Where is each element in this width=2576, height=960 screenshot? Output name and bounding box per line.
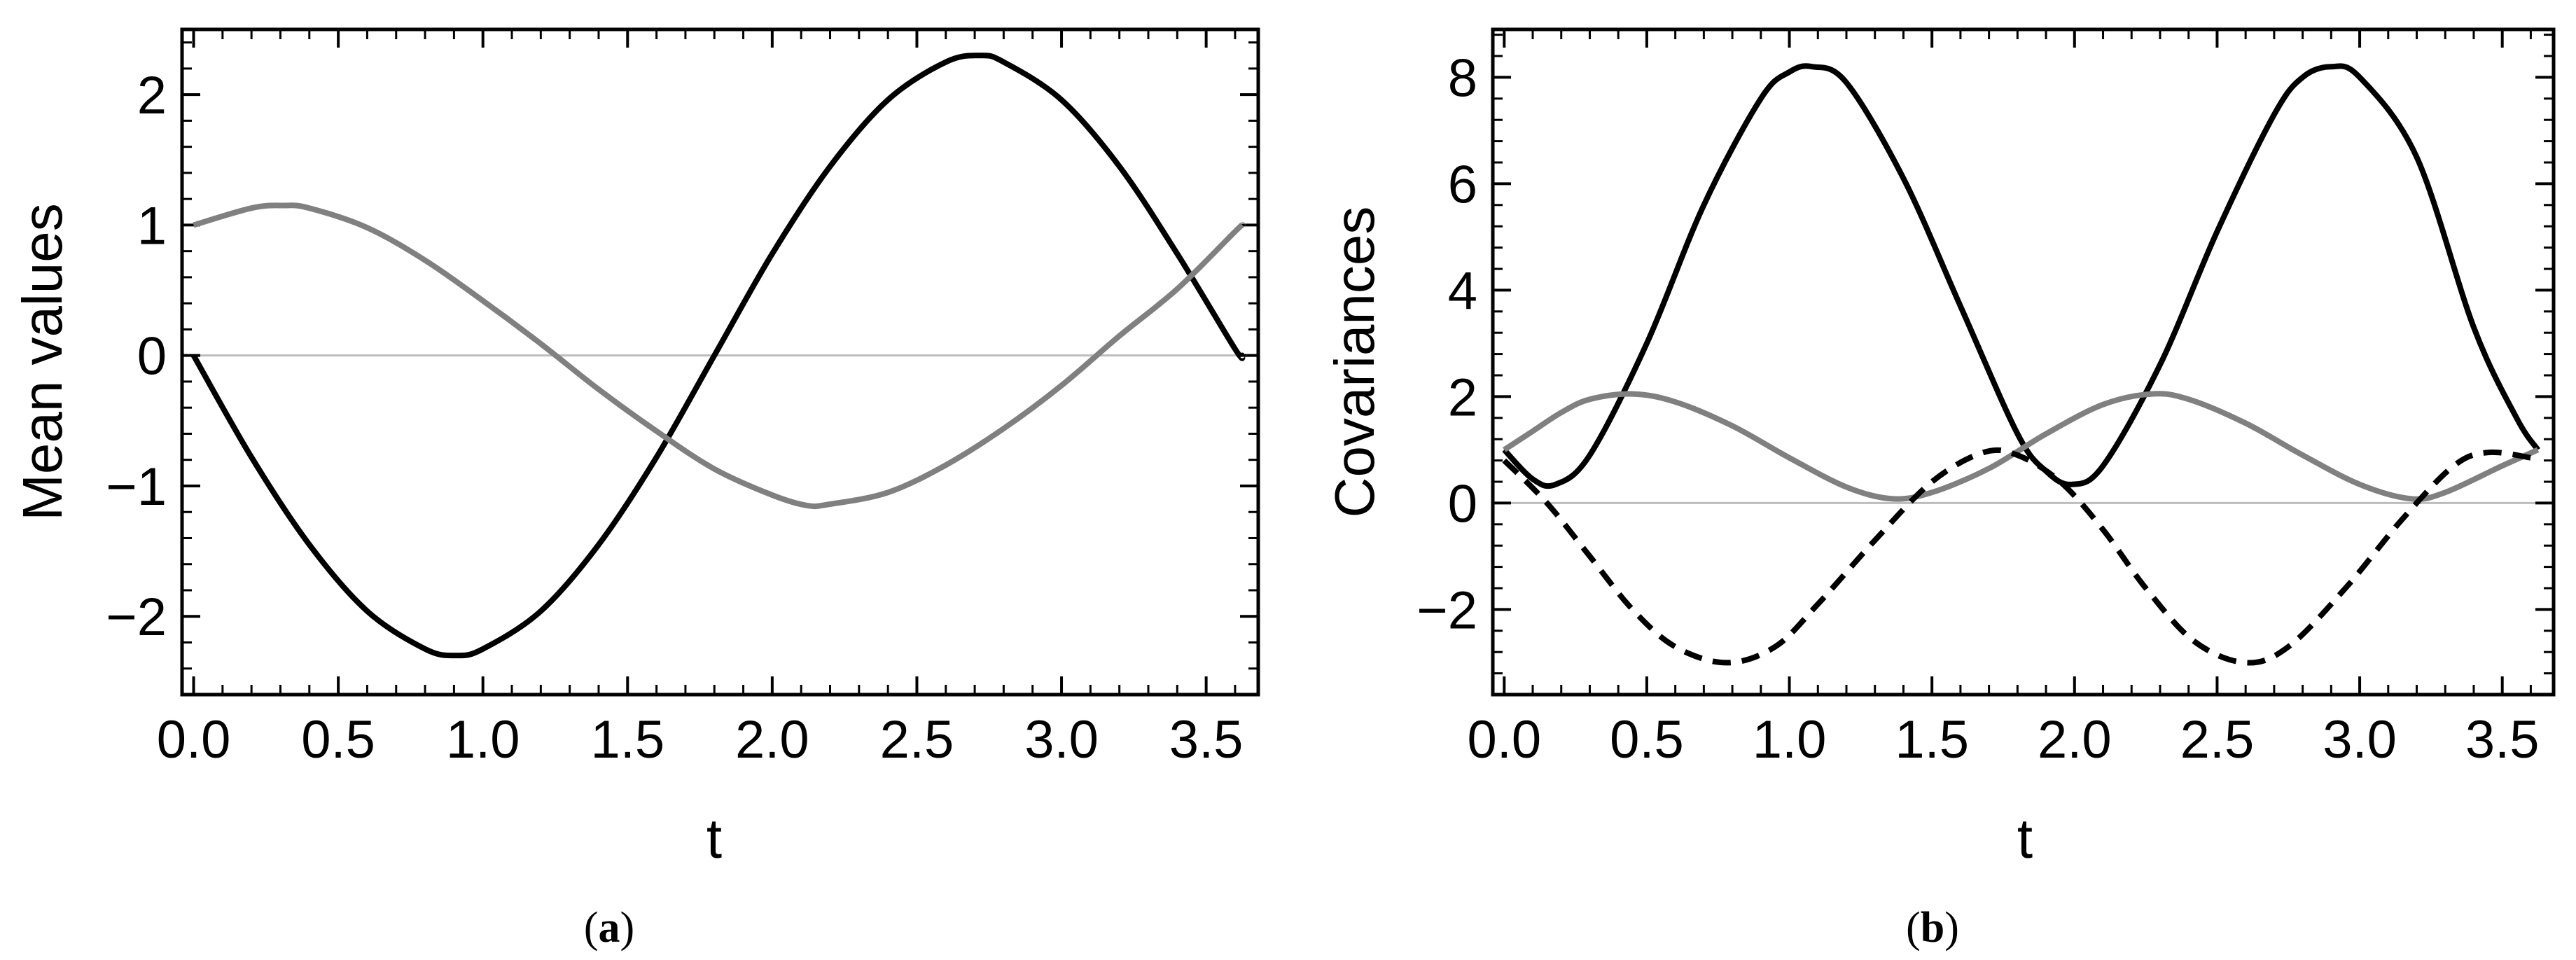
caption-b-open: ( — [1906, 904, 1921, 952]
y-tick-label: 0 — [137, 327, 167, 387]
y-tick-label: 2 — [1448, 368, 1477, 427]
caption-a-open: ( — [584, 904, 599, 952]
x-tick-label: 3.0 — [2323, 710, 2397, 770]
x-tick-label: 3.0 — [1024, 710, 1099, 770]
series-line-b-2 — [1502, 447, 2540, 666]
x-axis-title-a: t — [706, 807, 722, 870]
y-tick-label: −2 — [1416, 580, 1477, 640]
x-tick-label: 3.5 — [2465, 710, 2540, 770]
y-tick-label: 8 — [1448, 48, 1477, 108]
x-tick-label: 1.0 — [1753, 710, 1827, 770]
chart-panel-b: 0.0 0.5 1.0 1.5 2.0 2.5 3.0 3.5 −2 0 2 4 6 8 t Covari… — [1323, 27, 2556, 952]
y-tick-label: 1 — [137, 196, 167, 256]
x-tick-label: 2.5 — [2180, 710, 2255, 770]
series-line-a-0 — [191, 53, 1246, 659]
y-tick-label: 4 — [1448, 261, 1477, 321]
series-line-b-1 — [1503, 391, 2540, 502]
axis-ticks-a: 0.0 0.5 1.0 1.5 2.0 2.5 3.0 3.5 −2 −1 0 1 2 — [106, 29, 1258, 770]
x-tick-label: 0.5 — [1610, 710, 1684, 770]
x-tick-label: 1.0 — [446, 710, 520, 770]
x-tick-label: 2.0 — [735, 710, 809, 770]
caption-b: (b) — [1906, 904, 1959, 952]
x-tick-label: 2.5 — [880, 710, 954, 770]
series-group-a — [191, 53, 1246, 659]
series-line-a-1 — [193, 202, 1246, 510]
y-tick-label: −1 — [106, 457, 167, 517]
x-tick-label: 2.0 — [2038, 710, 2112, 770]
y-axis-title-a: Mean values — [11, 203, 74, 521]
x-tick-label: 0.0 — [1467, 710, 1541, 770]
caption-b-close: ) — [1944, 904, 1959, 952]
y-tick-label: 6 — [1448, 155, 1477, 214]
x-tick-label: 0.0 — [157, 710, 231, 770]
x-tick-label: 1.5 — [590, 710, 664, 770]
caption-a: (a) — [584, 904, 634, 952]
plot-frame-a — [180, 27, 1260, 697]
series-line-b-0 — [1502, 63, 2540, 489]
caption-b-letter: b — [1921, 904, 1944, 952]
caption-a-letter: a — [599, 904, 620, 952]
x-tick-label: 0.5 — [301, 710, 375, 770]
y-tick-label: −2 — [106, 587, 167, 647]
plot-frame-b — [1491, 27, 2556, 697]
y-axis-title-b: Covariances — [1323, 207, 1386, 518]
series-group-b — [1502, 63, 2540, 666]
x-axis-title-b: t — [2017, 807, 2033, 870]
x-tick-label: 3.5 — [1169, 710, 1244, 770]
axis-ticks-b: 0.0 0.5 1.0 1.5 2.0 2.5 3.0 3.5 −2 0 2 4 6 8 — [1416, 29, 2554, 770]
caption-a-close: ) — [620, 904, 635, 952]
x-tick-label: 1.5 — [1895, 710, 1969, 770]
y-tick-label: 2 — [137, 66, 167, 125]
y-tick-label: 0 — [1448, 474, 1477, 534]
chart-panel-a: 0.0 0.5 1.0 1.5 2.0 2.5 3.0 3.5 −2 −1 0 1 2 t Mean v… — [11, 27, 1260, 952]
